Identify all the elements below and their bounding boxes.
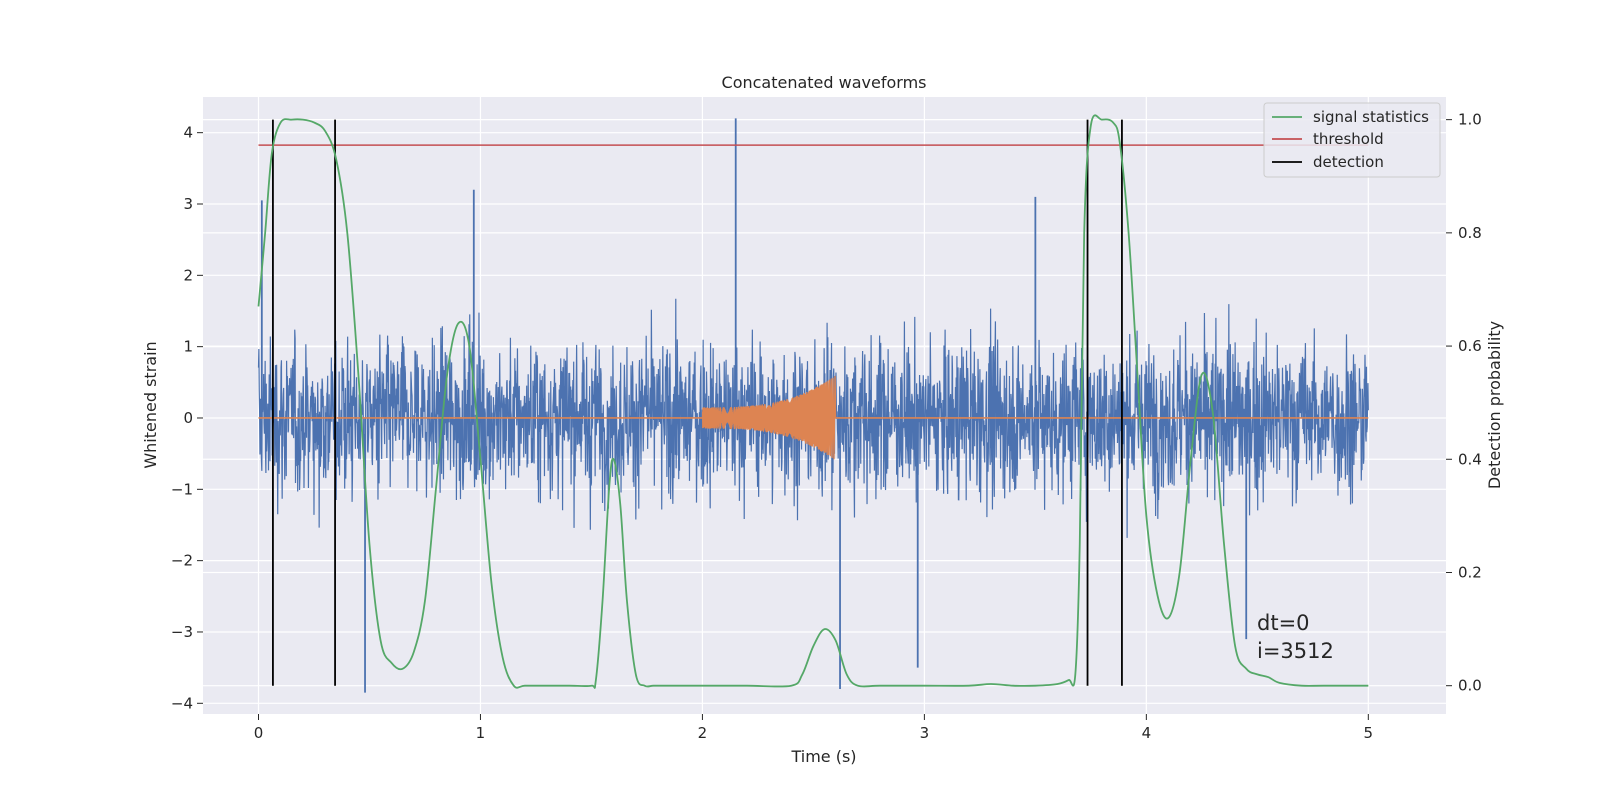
legend-label-signal-statistics: signal statistics xyxy=(1313,108,1429,126)
x-tick-label-1: 1 xyxy=(476,724,486,742)
y2-ticks: 0.0 0.2 0.4 0.6 0.8 1.0 xyxy=(1446,111,1482,695)
template-series xyxy=(258,375,1369,460)
x-tick-label-4: 4 xyxy=(1142,724,1152,742)
y2-tick-label-1: 0.2 xyxy=(1458,563,1482,581)
x-axis-label: Time (s) xyxy=(790,747,856,766)
y2-tick-label-4: 0.8 xyxy=(1458,224,1482,242)
chart-title: Concatenated waveforms xyxy=(722,73,927,92)
y-tick-label-0: −4 xyxy=(171,694,193,712)
legend: signal statistics threshold detection xyxy=(1263,102,1441,178)
legend-label-detection: detection xyxy=(1313,153,1384,171)
x-tick-label-5: 5 xyxy=(1364,724,1374,742)
signal-statistics-line xyxy=(257,114,1369,689)
x-tick-label-3: 3 xyxy=(920,724,930,742)
y-axis-label: Whitened strain xyxy=(141,341,160,468)
y-tick-label-8: 4 xyxy=(183,124,193,142)
y2-tick-label-3: 0.6 xyxy=(1458,337,1482,355)
y2-tick-label-0: 0.0 xyxy=(1458,677,1482,695)
y-tick-label-3: −1 xyxy=(171,480,193,498)
detection-series xyxy=(272,119,1123,686)
annotation-dt: dt=0 xyxy=(1257,611,1310,635)
template-chirp xyxy=(701,375,837,460)
annotation-index: i=3512 xyxy=(1257,639,1334,663)
legend-box xyxy=(1263,102,1441,178)
y2-tick-label-5: 1.0 xyxy=(1458,111,1482,129)
y-tick-label-1: −3 xyxy=(171,623,193,641)
y-tick-label-6: 2 xyxy=(183,266,193,284)
legend-label-threshold: threshold xyxy=(1313,130,1384,148)
signal-statistics-series xyxy=(257,114,1369,689)
x-ticks: 0 1 2 3 4 5 xyxy=(254,714,1373,742)
y-tick-label-4: 0 xyxy=(183,409,193,427)
y-tick-label-2: −2 xyxy=(171,552,193,570)
x-tick-label-2: 2 xyxy=(698,724,708,742)
y-tick-label-7: 3 xyxy=(183,195,193,213)
y-tick-label-5: 1 xyxy=(183,338,193,356)
y2-tick-label-2: 0.4 xyxy=(1458,450,1482,468)
y-ticks: −4 −3 −2 −1 0 1 2 3 4 xyxy=(171,124,203,712)
y2-axis-label: Detection probability xyxy=(1485,321,1504,489)
x-tick-label-0: 0 xyxy=(254,724,264,742)
